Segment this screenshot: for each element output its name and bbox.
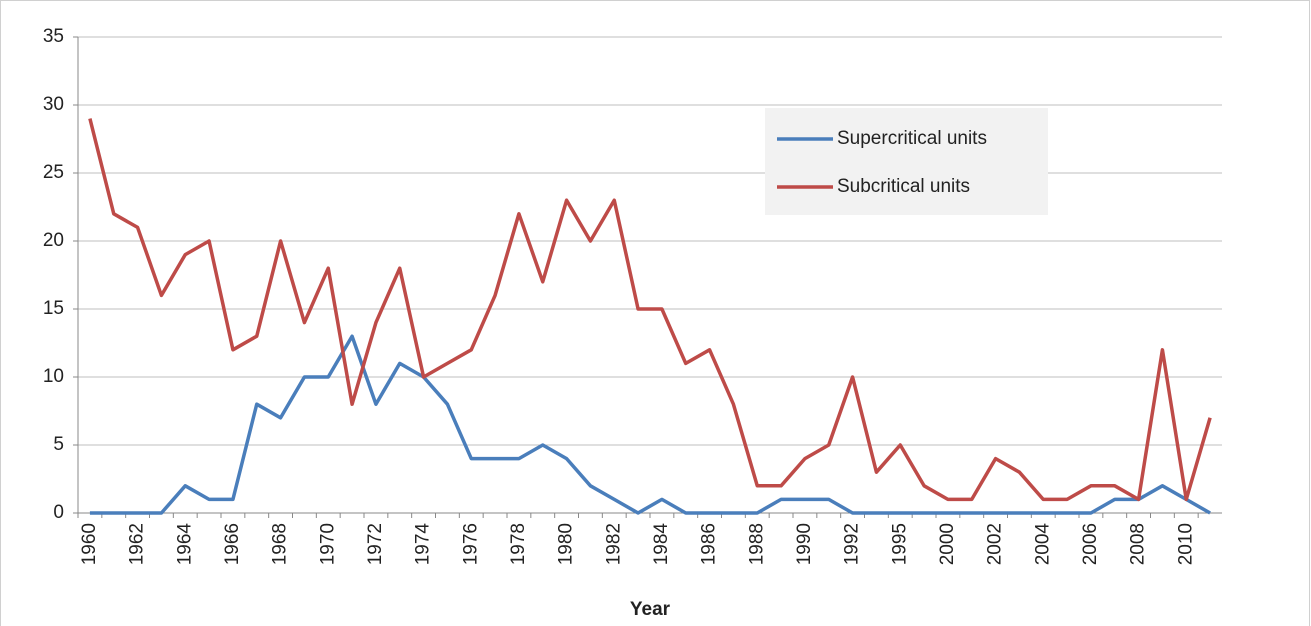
legend-label: Subcritical units bbox=[837, 176, 970, 197]
x-tick-label: 1970 bbox=[317, 523, 338, 565]
y-tick-label: 15 bbox=[43, 298, 64, 319]
x-tick-label: 1964 bbox=[174, 523, 195, 566]
y-tick-label: 20 bbox=[43, 230, 64, 251]
y-tick-label: 5 bbox=[53, 434, 64, 455]
x-tick-label: 1995 bbox=[889, 523, 910, 565]
x-tick-label: 1984 bbox=[651, 523, 672, 566]
x-tick-label: 2008 bbox=[1128, 523, 1149, 565]
series-line bbox=[88, 118, 1212, 502]
x-tick-label: 1978 bbox=[508, 523, 529, 565]
series-line bbox=[89, 334, 1211, 515]
x-tick-label: 2010 bbox=[1175, 523, 1196, 565]
x-tick-label: 1986 bbox=[699, 523, 720, 565]
x-tick-label: 2002 bbox=[985, 523, 1006, 565]
x-tick-label: 1972 bbox=[365, 523, 386, 565]
x-tick-label: 2006 bbox=[1080, 523, 1101, 565]
legend-box bbox=[765, 108, 1048, 215]
x-tick-label: 2004 bbox=[1032, 523, 1053, 566]
x-axis-title: Year bbox=[630, 599, 671, 620]
x-tick-label: 1968 bbox=[270, 523, 291, 565]
x-tick-label: 1982 bbox=[603, 523, 624, 565]
y-tick-label: 30 bbox=[43, 94, 64, 115]
y-tick-label: 10 bbox=[43, 366, 64, 387]
y-tick-label: 0 bbox=[53, 502, 64, 523]
x-tick-label: 1974 bbox=[413, 523, 434, 566]
x-tick-label: 2000 bbox=[937, 523, 958, 565]
x-tick-label: 1980 bbox=[556, 523, 577, 565]
x-tick-label: 1962 bbox=[127, 523, 148, 565]
x-tick-label: 1960 bbox=[79, 523, 100, 565]
x-tick-label: 1988 bbox=[746, 523, 767, 565]
x-tick-label: 1966 bbox=[222, 523, 243, 565]
x-tick-label: 1992 bbox=[842, 523, 863, 565]
y-tick-label: 25 bbox=[43, 162, 64, 183]
x-tick-label: 1990 bbox=[794, 523, 815, 565]
y-tick-label: 35 bbox=[43, 26, 64, 47]
legend-label: Supercritical units bbox=[837, 128, 987, 149]
x-tick-label: 1976 bbox=[460, 523, 481, 565]
